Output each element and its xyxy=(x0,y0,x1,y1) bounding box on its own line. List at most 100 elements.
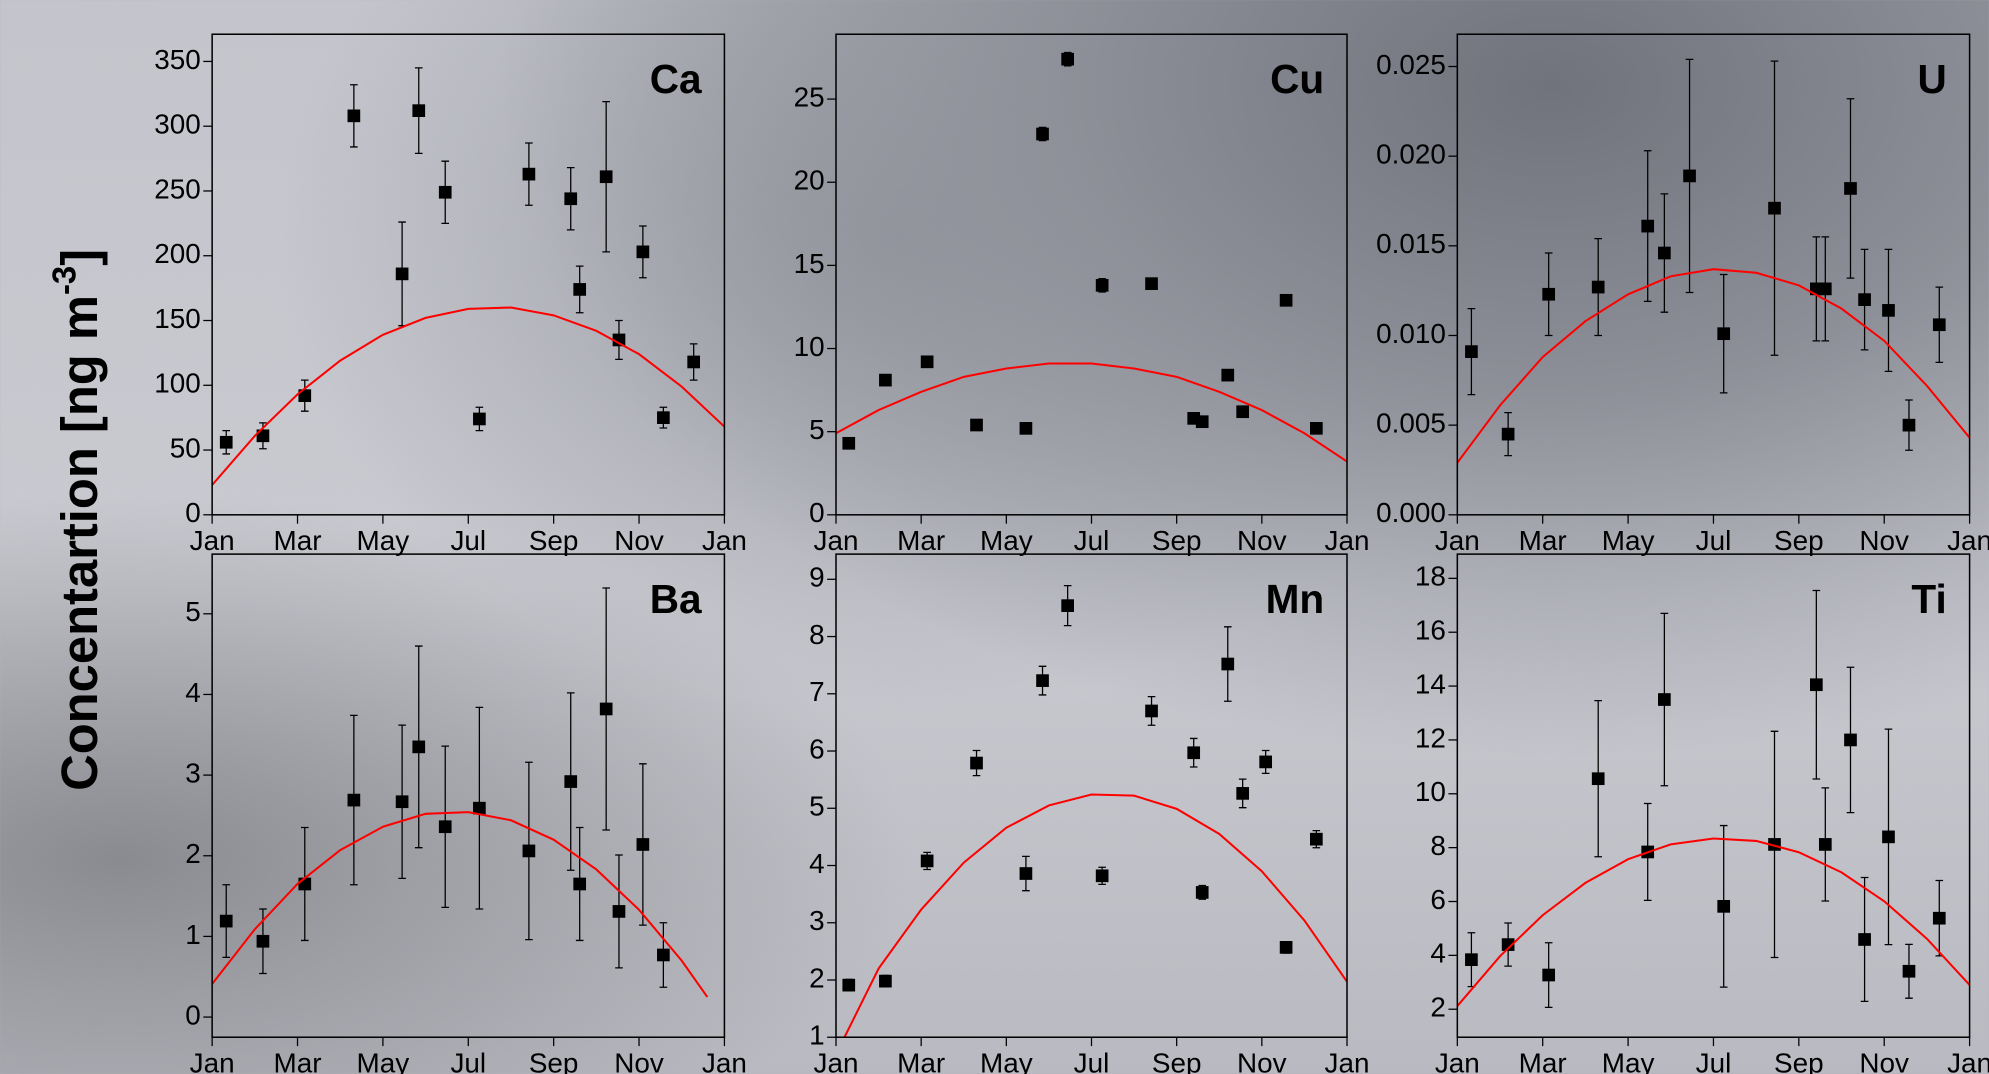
data-point xyxy=(1810,678,1823,692)
data-point xyxy=(1591,772,1605,786)
x-tick-label: Mar xyxy=(274,1047,322,1074)
y-tick-label: 0 xyxy=(185,999,201,1030)
y-tick-label: 1 xyxy=(185,919,201,950)
y-tick-label: 5 xyxy=(809,791,825,822)
x-tick-label: Nov xyxy=(614,1047,664,1074)
panel-2 xyxy=(1457,58,1970,464)
data-point xyxy=(842,436,856,450)
data-point xyxy=(1768,201,1781,215)
plot-frame xyxy=(835,553,1348,1038)
data-point xyxy=(879,974,892,988)
x-tick-label: Jan xyxy=(1435,1047,1480,1074)
panel-title: Ca xyxy=(650,56,702,102)
data-point xyxy=(522,167,536,181)
data-point xyxy=(657,411,670,424)
data-point xyxy=(573,877,587,891)
y-tick-label: 0.010 xyxy=(1376,318,1446,349)
data-point xyxy=(1542,968,1556,982)
data-point xyxy=(657,948,670,962)
fit-curve xyxy=(212,306,725,486)
data-point xyxy=(1019,867,1033,880)
y-tick-label: 0.000 xyxy=(1376,497,1446,528)
x-tick-label: Jul xyxy=(1074,525,1110,556)
data-point xyxy=(1717,327,1731,341)
x-tick-label: May xyxy=(980,525,1033,556)
x-tick-label: Sep xyxy=(1152,525,1202,556)
panel-0 xyxy=(212,67,725,486)
y-tick-label: 5 xyxy=(809,414,825,445)
plot-frame xyxy=(211,33,726,516)
x-tick-label: Nov xyxy=(1859,1047,1909,1074)
data-point xyxy=(1019,421,1033,435)
y-tick-label: 8 xyxy=(1430,830,1446,861)
data-point xyxy=(612,905,626,918)
y-tick-label: 3 xyxy=(809,905,825,936)
data-point xyxy=(920,854,934,868)
data-point xyxy=(1818,282,1832,296)
x-tick-label: Jan xyxy=(190,1047,235,1074)
plot-frame xyxy=(211,553,726,1038)
x-tick-label: Jul xyxy=(450,525,486,556)
data-point xyxy=(879,373,892,387)
plot-frame xyxy=(1456,33,1971,516)
data-point xyxy=(395,267,409,281)
y-tick-label: 18 xyxy=(1415,561,1446,592)
x-tick-label: Mar xyxy=(897,1047,945,1074)
data-point xyxy=(298,877,312,891)
y-label-text: Concentartion [ng m xyxy=(51,295,108,791)
panel-3 xyxy=(212,587,709,998)
x-tick-label: Mar xyxy=(897,525,945,556)
data-point xyxy=(1658,246,1671,260)
data-point xyxy=(473,801,486,815)
data-point xyxy=(1465,953,1478,967)
panel-title: Mn xyxy=(1266,576,1325,622)
data-point xyxy=(1236,787,1250,800)
fit-curve xyxy=(835,362,1348,463)
y-tick-label: 4 xyxy=(1430,938,1446,969)
x-tick-label: Jul xyxy=(1696,1047,1732,1074)
x-tick-label: Jan xyxy=(1325,1047,1370,1074)
y-tick-label: 0.015 xyxy=(1376,228,1446,259)
y-tick-label: 15 xyxy=(794,248,825,279)
data-point xyxy=(347,793,361,807)
y-tick-label: 10 xyxy=(1415,776,1446,807)
data-point xyxy=(564,192,578,206)
panel-title: Ti xyxy=(1911,576,1946,622)
x-tick-label: May xyxy=(357,1047,410,1074)
data-point xyxy=(1095,869,1109,883)
x-tick-label: Mar xyxy=(1519,525,1567,556)
y-tick-label: 0.020 xyxy=(1376,139,1446,170)
x-tick-label: May xyxy=(980,1047,1033,1074)
data-point xyxy=(1501,427,1515,441)
panel-4 xyxy=(842,584,1348,1038)
data-point xyxy=(1095,278,1109,292)
data-point xyxy=(1932,911,1946,925)
x-tick-label: Sep xyxy=(1774,1047,1824,1074)
y-axis-label: Concentartion [ng m-3] xyxy=(45,249,108,791)
x-tick-label: May xyxy=(1602,1047,1655,1074)
panel-title: U xyxy=(1917,56,1946,102)
data-point xyxy=(636,838,650,851)
y-tick-label: 0.005 xyxy=(1376,408,1446,439)
data-point xyxy=(1221,657,1235,671)
data-point xyxy=(1310,832,1323,846)
data-point xyxy=(412,740,426,754)
data-point xyxy=(395,795,409,809)
data-point xyxy=(970,756,983,770)
x-tick-label: May xyxy=(1602,525,1655,556)
x-tick-label: Jul xyxy=(1696,525,1732,556)
plot-frame xyxy=(1456,553,1971,1038)
data-point xyxy=(1591,280,1605,294)
data-point xyxy=(599,702,613,716)
y-tick-label: 25 xyxy=(794,81,825,112)
data-point xyxy=(1844,182,1857,195)
y-tick-label: 250 xyxy=(154,173,201,204)
x-tick-label: Sep xyxy=(1152,1047,1202,1074)
data-point xyxy=(1310,421,1323,435)
x-tick-label: Jan xyxy=(814,1047,859,1074)
y-tick-label: 2 xyxy=(185,838,201,869)
data-point xyxy=(1195,415,1209,429)
y-tick-label: 0 xyxy=(185,497,201,528)
y-tick-label: 14 xyxy=(1415,668,1446,699)
